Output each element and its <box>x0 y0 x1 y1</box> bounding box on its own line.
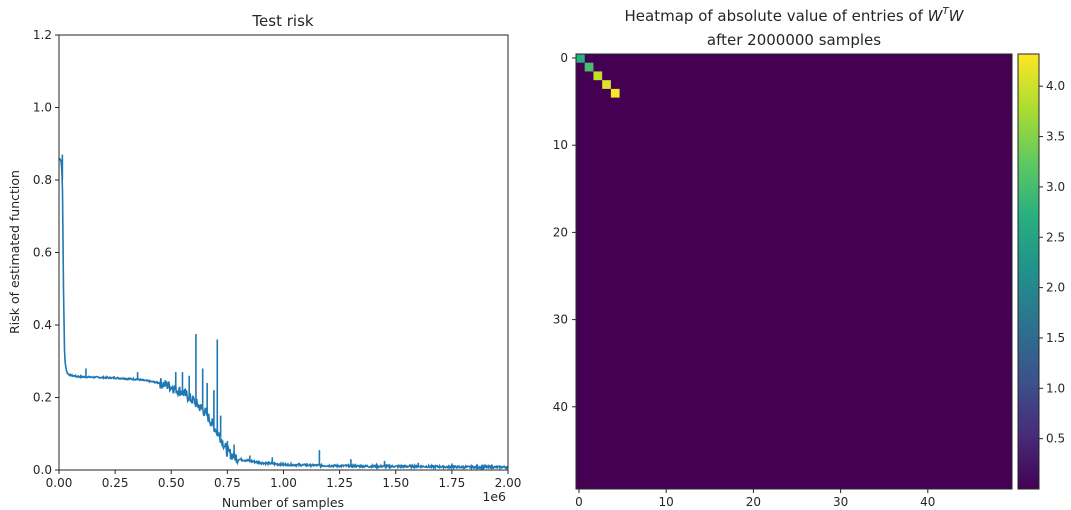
heatmap-title-line2: after 2000000 samples <box>707 31 881 49</box>
x-tick-label: 1.00 <box>270 476 297 490</box>
x-axis-ticks: 0.00 0.25 0.50 0.75 1.00 1.25 1.50 1.75 2.00 <box>46 470 522 490</box>
heatmap-title-math-w2: W <box>949 7 965 25</box>
y-axis-label: Risk of estimated function <box>7 170 22 334</box>
colorbar-tick-label: 2.0 <box>1046 281 1065 295</box>
heatmap-x-tick-label: 20 <box>746 495 761 509</box>
heatmap-x-ticks: 0 10 20 30 40 <box>575 489 935 509</box>
heatmap-background <box>576 54 1012 489</box>
x-tick-label: 0.75 <box>214 476 241 490</box>
risk-line <box>59 158 508 470</box>
x-tick-label: 0.50 <box>158 476 185 490</box>
x-axis-label: Number of samples <box>222 495 344 510</box>
heatmap-title-math-t: T <box>943 6 950 17</box>
heatmap-title-math-w: W <box>928 7 944 25</box>
heatmap-frame <box>575 53 1013 490</box>
heatmap-x-tick-label: 30 <box>833 495 848 509</box>
heatmap-x-tick-label: 40 <box>920 495 935 509</box>
heatmap-y-tick-label: 10 <box>553 138 568 152</box>
x-tick-label: 2.00 <box>495 476 522 490</box>
colorbar-ticks: 0.5 1.0 1.5 2.0 2.5 3.0 3.5 4.0 <box>1039 79 1065 446</box>
heatmap-cell <box>610 88 620 98</box>
heatmap-chart: Heatmap of absolute value of entries of … <box>553 6 1065 509</box>
heatmap-cell <box>593 71 603 81</box>
y-tick-label: 0.8 <box>33 173 52 187</box>
colorbar-tick-label: 3.5 <box>1046 130 1065 144</box>
heatmap-y-tick-label: 20 <box>553 225 568 239</box>
heatmap-y-tick-label: 0 <box>560 51 568 65</box>
heatmap-y-ticks: 0 10 20 30 40 <box>553 51 576 414</box>
x-tick-label: 0.00 <box>46 476 73 490</box>
y-axis-ticks: 0.0 0.2 0.4 0.6 0.8 1.0 1.2 <box>33 28 59 477</box>
heatmap-x-tick-label: 0 <box>575 495 583 509</box>
colorbar-tick-label: 4.0 <box>1046 79 1065 93</box>
x-tick-label: 0.25 <box>102 476 129 490</box>
heatmap-cell <box>602 80 611 89</box>
y-tick-label: 0.6 <box>33 246 52 260</box>
x-tick-label: 1.50 <box>382 476 409 490</box>
y-tick-label: 1.2 <box>33 28 52 42</box>
line-chart: Test risk 0.00 0.25 0.50 0.75 1.00 1.25 1.50 1.… <box>7 12 521 510</box>
heatmap-cell <box>584 62 594 72</box>
colorbar-tick-label: 1.5 <box>1046 331 1065 345</box>
y-tick-label: 0.2 <box>33 391 52 405</box>
colorbar-tick-label: 0.5 <box>1046 432 1065 446</box>
heatmap-y-tick-label: 40 <box>553 400 568 414</box>
heatmap-cell <box>576 54 585 63</box>
line-chart-frame <box>58 34 509 471</box>
line-chart-title: Test risk <box>251 12 313 30</box>
heatmap-title-text: Heatmap of absolute value of entries of <box>625 7 928 25</box>
x-tick-label: 1.25 <box>326 476 353 490</box>
x-tick-label: 1.75 <box>439 476 466 490</box>
colorbar <box>1017 53 1040 490</box>
heatmap-title-line1: Heatmap of absolute value of entries of … <box>625 6 965 25</box>
y-tick-label: 0.0 <box>33 463 52 477</box>
heatmap-cells <box>576 54 1012 489</box>
heatmap-x-tick-label: 10 <box>659 495 674 509</box>
x-axis-offset-text: 1e6 <box>482 489 506 504</box>
line-series-group <box>59 154 508 470</box>
y-tick-label: 1.0 <box>33 101 52 115</box>
heatmap-y-tick-label: 30 <box>553 313 568 327</box>
colorbar-tick-label: 2.5 <box>1046 230 1065 244</box>
colorbar-tick-label: 1.0 <box>1046 381 1065 395</box>
colorbar-tick-label: 3.0 <box>1046 180 1065 194</box>
y-tick-label: 0.4 <box>33 318 52 332</box>
